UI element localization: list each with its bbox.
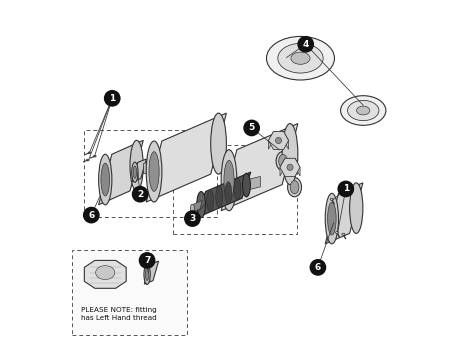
Polygon shape <box>99 140 143 205</box>
Ellipse shape <box>88 152 91 154</box>
Ellipse shape <box>327 202 336 235</box>
Ellipse shape <box>198 194 205 216</box>
Ellipse shape <box>211 113 226 174</box>
Ellipse shape <box>276 152 290 171</box>
Polygon shape <box>144 160 154 174</box>
Ellipse shape <box>243 174 250 196</box>
Ellipse shape <box>93 155 96 157</box>
Circle shape <box>298 37 313 52</box>
Ellipse shape <box>287 164 293 170</box>
Ellipse shape <box>266 36 334 80</box>
Ellipse shape <box>146 268 149 280</box>
Circle shape <box>185 211 200 226</box>
Circle shape <box>244 120 259 135</box>
Polygon shape <box>280 158 300 176</box>
Text: 1: 1 <box>109 94 115 103</box>
Polygon shape <box>221 124 298 211</box>
Ellipse shape <box>216 186 223 208</box>
Polygon shape <box>325 183 363 244</box>
Ellipse shape <box>133 166 137 178</box>
Polygon shape <box>246 176 260 190</box>
Ellipse shape <box>207 190 214 212</box>
Polygon shape <box>295 158 300 176</box>
Ellipse shape <box>149 152 159 191</box>
Ellipse shape <box>325 193 339 244</box>
Polygon shape <box>144 261 159 284</box>
Ellipse shape <box>347 100 379 121</box>
Bar <box>72 250 187 335</box>
Circle shape <box>310 260 326 275</box>
Ellipse shape <box>350 183 363 233</box>
Polygon shape <box>146 113 226 202</box>
Polygon shape <box>280 158 285 176</box>
Ellipse shape <box>130 140 143 191</box>
Ellipse shape <box>146 141 162 202</box>
Ellipse shape <box>225 182 232 204</box>
Ellipse shape <box>221 150 237 211</box>
Ellipse shape <box>278 43 323 73</box>
Polygon shape <box>84 260 126 288</box>
Ellipse shape <box>275 137 282 144</box>
Circle shape <box>338 181 353 197</box>
Circle shape <box>140 253 155 268</box>
Polygon shape <box>197 172 251 218</box>
Text: PLEASE NOTE: fitting: PLEASE NOTE: fitting <box>81 307 157 313</box>
Polygon shape <box>273 132 284 140</box>
Bar <box>84 130 217 217</box>
Ellipse shape <box>282 124 298 184</box>
Polygon shape <box>268 132 273 149</box>
Polygon shape <box>132 159 146 182</box>
Ellipse shape <box>99 154 112 205</box>
Ellipse shape <box>197 191 206 218</box>
Ellipse shape <box>101 163 110 196</box>
Ellipse shape <box>336 231 339 233</box>
Ellipse shape <box>287 177 301 197</box>
Ellipse shape <box>279 154 287 168</box>
Polygon shape <box>268 132 289 149</box>
Polygon shape <box>285 158 295 167</box>
Ellipse shape <box>340 96 386 125</box>
Circle shape <box>105 91 120 106</box>
Ellipse shape <box>330 198 333 201</box>
Ellipse shape <box>243 173 250 197</box>
Ellipse shape <box>190 204 194 213</box>
Text: 2: 2 <box>137 190 143 199</box>
Polygon shape <box>284 132 289 149</box>
Ellipse shape <box>86 159 89 161</box>
Ellipse shape <box>151 160 157 170</box>
Ellipse shape <box>144 264 150 285</box>
Text: 4: 4 <box>303 40 309 49</box>
Ellipse shape <box>234 178 241 200</box>
Text: 6: 6 <box>88 211 94 219</box>
Text: has Left Hand thread: has Left Hand thread <box>81 315 157 321</box>
Ellipse shape <box>96 266 115 280</box>
Text: 5: 5 <box>249 124 255 132</box>
Ellipse shape <box>132 162 138 182</box>
Text: 1: 1 <box>343 184 349 194</box>
Polygon shape <box>192 201 202 213</box>
Ellipse shape <box>224 160 234 200</box>
Text: 3: 3 <box>189 214 196 223</box>
Circle shape <box>84 208 99 223</box>
Circle shape <box>133 187 148 202</box>
Bar <box>173 145 297 234</box>
Text: 7: 7 <box>144 256 150 265</box>
Ellipse shape <box>342 233 345 235</box>
Ellipse shape <box>357 106 370 115</box>
Text: 6: 6 <box>315 263 321 272</box>
Ellipse shape <box>291 52 310 64</box>
Ellipse shape <box>290 181 299 194</box>
